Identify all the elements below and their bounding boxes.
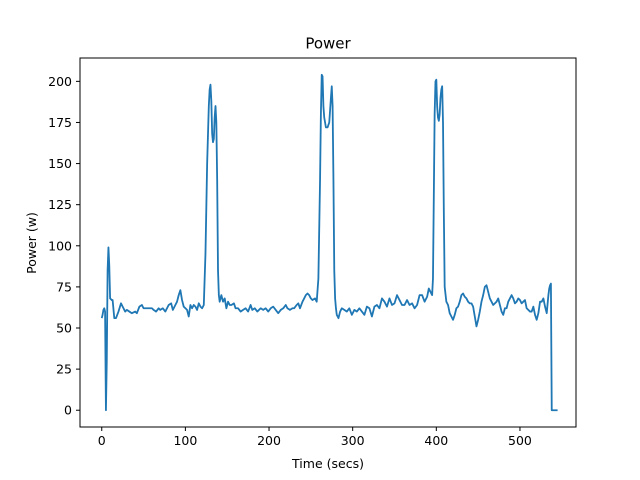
x-tick-label: 500	[508, 433, 532, 448]
y-tick-label: 200	[48, 74, 72, 89]
y-tick-label: 150	[48, 156, 72, 171]
x-axis-label: Time (secs)	[291, 456, 364, 471]
y-tick-label: 25	[56, 362, 72, 377]
x-axis: 0 100 200 300 400 500	[98, 427, 532, 448]
y-axis: 0 25 50 75 100 125 150 175 200	[48, 74, 80, 418]
x-tick-label: 100	[173, 433, 197, 448]
x-tick-label: 300	[341, 433, 365, 448]
y-tick-label: 100	[48, 238, 72, 253]
y-tick-label: 0	[64, 403, 72, 418]
x-tick-label: 200	[257, 433, 281, 448]
y-tick-label: 125	[48, 197, 72, 212]
power-series-line	[100, 73, 558, 412]
x-tick-label: 400	[424, 433, 448, 448]
y-tick-label: 175	[48, 115, 72, 130]
y-axis-label: Power (w)	[24, 212, 39, 274]
y-tick-label: 50	[56, 321, 72, 336]
x-tick-label: 0	[98, 433, 106, 448]
axes-frame	[79, 57, 577, 428]
plot-area	[100, 73, 558, 412]
chart-title: Power	[305, 35, 351, 53]
y-tick-label: 75	[56, 279, 72, 294]
